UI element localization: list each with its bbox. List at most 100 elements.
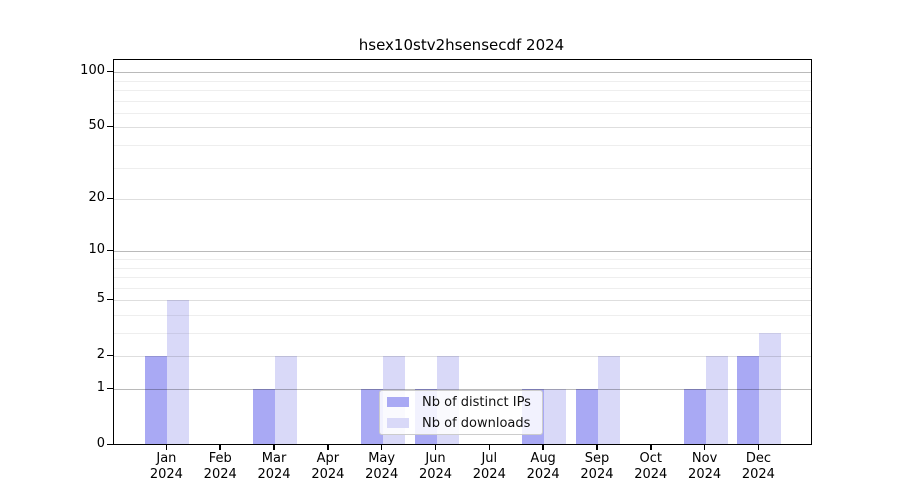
gridline-y-90 <box>114 80 811 82</box>
gridline-y-70 <box>114 100 811 102</box>
y-tick-label-10: 10 <box>88 242 105 258</box>
gridline-y-20 <box>114 199 811 201</box>
x-tick-mark-jan-2024 <box>165 444 168 450</box>
x-tick-label-line: Nov <box>691 451 718 466</box>
gridline-y-80 <box>114 90 811 92</box>
gridline-y-6 <box>114 287 811 289</box>
gridline-y-30 <box>114 167 811 169</box>
x-tick-mark-sep-2024 <box>596 444 598 450</box>
y-tick-label-1: 1 <box>96 380 105 395</box>
gridline-y-100 <box>114 72 811 74</box>
bar-nb-of-downloads-dec-2024 <box>759 333 782 444</box>
y-tick-mark-50 <box>107 125 113 128</box>
gridline-y-2 <box>114 356 811 358</box>
x-tick-label-line: Dec <box>745 451 771 466</box>
x-tick-label-line: Apr <box>316 451 340 466</box>
x-tick-label-line: May <box>368 451 396 466</box>
gridline-y-4 <box>114 314 811 316</box>
plot-area <box>113 59 812 445</box>
y-tick-label-5: 5 <box>96 291 105 307</box>
gridline-y-3 <box>114 333 811 335</box>
x-tick-label-mar-2024: Mar 2024 <box>242 451 306 482</box>
x-tick-label-line: 2024 <box>688 466 722 482</box>
x-tick-label-nov-2024: Nov 2024 <box>673 451 737 482</box>
x-tick-mark-nov-2024 <box>703 444 706 450</box>
gridline-y-1 <box>114 389 811 390</box>
gridline-y-9 <box>114 259 811 260</box>
x-tick-label-line: Jan <box>156 451 177 466</box>
x-tick-label-line: Sep <box>584 451 610 466</box>
x-tick-label-aug-2024: Aug 2024 <box>511 451 575 482</box>
bar-nb-of-distinct-ips-sep-2024 <box>575 389 598 444</box>
y-tick-mark-5 <box>107 298 113 301</box>
y-tick-mark-2 <box>107 354 113 357</box>
chart-title: hsex10stv2hsensecdf 2024 <box>358 36 565 54</box>
bar-nb-of-distinct-ips-may-2024 <box>360 389 383 444</box>
bar-nb-of-distinct-ips-mar-2024 <box>253 389 276 444</box>
x-tick-mark-feb-2024 <box>219 444 221 450</box>
x-tick-label-may-2024: May 2024 <box>350 451 414 482</box>
x-tick-label-feb-2024: Feb 2024 <box>188 451 252 482</box>
x-tick-label-jan-2024: Jan 2024 <box>134 451 198 482</box>
y-tick-label-0: 0 <box>96 436 105 451</box>
x-tick-label-line: Jul <box>481 451 498 466</box>
x-tick-label-dec-2024: Dec 2024 <box>726 451 790 482</box>
gridline-y-40 <box>114 145 811 147</box>
x-tick-label-sep-2024: Sep 2024 <box>565 451 629 482</box>
x-tick-label-jul-2024: Jul 2024 <box>457 451 521 482</box>
x-tick-label-line: Feb <box>208 451 232 466</box>
x-tick-mark-oct-2024 <box>650 444 652 450</box>
x-tick-mark-jul-2024 <box>488 444 491 450</box>
y-tick-mark-10 <box>107 249 113 252</box>
legend-entry-distinct-ips: Nb of distinct IPs <box>380 394 542 411</box>
x-tick-mark-jun-2024 <box>434 444 437 450</box>
gridline-y-60 <box>114 112 811 114</box>
gridline-y-8 <box>114 267 811 269</box>
x-tick-label-line: Jun <box>425 451 446 466</box>
x-tick-label-jun-2024: Jun 2024 <box>404 451 468 482</box>
x-tick-label-line: Mar <box>261 451 287 466</box>
y-tick-mark-20 <box>107 197 113 200</box>
x-tick-mark-mar-2024 <box>273 444 275 450</box>
gridline-y-7 <box>114 277 811 279</box>
y-tick-label-20: 20 <box>88 190 105 206</box>
y-tick-mark-100 <box>107 70 113 73</box>
x-tick-mark-aug-2024 <box>542 444 544 450</box>
bar-nb-of-distinct-ips-dec-2024 <box>737 356 760 444</box>
legend-label-downloads: Nb of downloads <box>422 415 531 431</box>
gridline-y-5 <box>114 300 811 302</box>
x-tick-label-line: Oct <box>639 451 662 466</box>
x-tick-label-line: 2024 <box>526 466 560 482</box>
legend: Nb of distinct IPs Nb of downloads <box>379 390 543 435</box>
legend-swatch-distinct-ips-icon <box>387 397 409 407</box>
legend-label-distinct-ips: Nb of distinct IPs <box>422 394 531 410</box>
y-tick-mark-0 <box>107 443 113 445</box>
x-tick-label-line: 2024 <box>149 466 183 482</box>
x-tick-mark-may-2024 <box>380 444 383 450</box>
x-tick-label-line: 2024 <box>203 466 237 482</box>
y-tick-mark-1 <box>107 387 113 389</box>
bar-nb-of-downloads-mar-2024 <box>275 356 298 444</box>
x-tick-label-line: 2024 <box>311 466 345 482</box>
bar-nb-of-downloads-sep-2024 <box>597 356 620 444</box>
x-tick-mark-dec-2024 <box>757 444 760 450</box>
x-tick-label-line: 2024 <box>580 466 614 482</box>
x-tick-label-line: 2024 <box>741 466 775 482</box>
x-tick-label-oct-2024: Oct 2024 <box>619 451 683 482</box>
x-tick-label-line: 2024 <box>634 466 668 482</box>
x-tick-label-apr-2024: Apr 2024 <box>296 451 360 482</box>
gridline-y-50 <box>114 127 811 129</box>
x-tick-label-line: 2024 <box>365 466 399 482</box>
x-tick-label-line: 2024 <box>418 466 453 482</box>
y-tick-label-50: 50 <box>88 118 105 134</box>
y-tick-label-2: 2 <box>96 347 105 363</box>
bar-nb-of-distinct-ips-nov-2024 <box>683 389 706 444</box>
bar-nb-of-downloads-nov-2024 <box>705 356 728 444</box>
legend-entry-downloads: Nb of downloads <box>380 415 542 432</box>
x-tick-label-line: 2024 <box>257 466 291 482</box>
gridline-y-10 <box>114 251 811 253</box>
x-tick-mark-apr-2024 <box>327 444 329 450</box>
bar-nb-of-downloads-aug-2024 <box>544 389 567 444</box>
x-tick-label-line: 2024 <box>472 466 506 482</box>
